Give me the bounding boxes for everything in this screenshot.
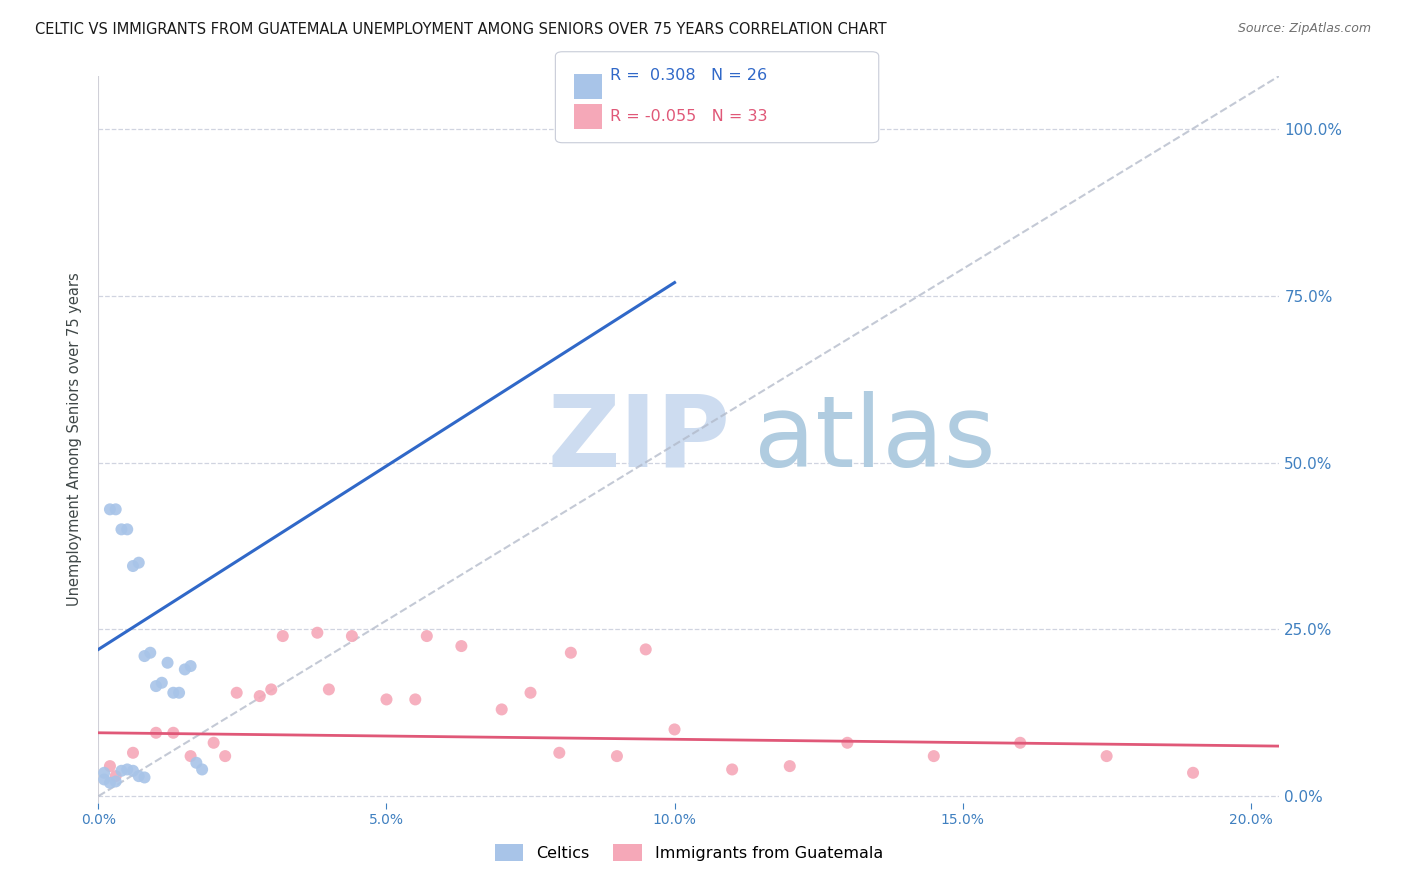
Point	[98, 776, 121, 790]
Point	[134, 771, 156, 785]
Point	[307, 625, 329, 640]
Point	[139, 646, 162, 660]
Point	[318, 682, 340, 697]
Point	[340, 629, 363, 643]
Point	[115, 522, 138, 536]
Y-axis label: Unemployment Among Seniors over 75 years: Unemployment Among Seniors over 75 years	[67, 272, 83, 607]
Point	[416, 629, 439, 643]
Point	[156, 656, 179, 670]
Point	[180, 659, 202, 673]
Point	[98, 759, 121, 773]
Point	[721, 763, 744, 777]
Point	[122, 746, 145, 760]
Text: Source: ZipAtlas.com: Source: ZipAtlas.com	[1237, 22, 1371, 36]
Point	[173, 662, 195, 676]
Point	[664, 723, 686, 737]
Point	[214, 749, 236, 764]
Point	[450, 639, 472, 653]
Point	[491, 702, 513, 716]
Point	[375, 692, 398, 706]
Text: R =  0.308   N = 26: R = 0.308 N = 26	[610, 69, 768, 83]
Point	[104, 774, 127, 789]
Point	[145, 725, 167, 739]
Point	[1010, 736, 1032, 750]
Point	[104, 769, 127, 783]
Point	[167, 686, 190, 700]
Point	[98, 502, 121, 516]
Point	[122, 764, 145, 778]
Point	[1182, 765, 1205, 780]
Point	[134, 649, 156, 664]
Legend: Celtics, Immigrants from Guatemala: Celtics, Immigrants from Guatemala	[488, 838, 890, 868]
Point	[162, 725, 184, 739]
Point	[606, 749, 628, 764]
Point	[191, 763, 214, 777]
Point	[93, 765, 115, 780]
Text: R = -0.055   N = 33: R = -0.055 N = 33	[610, 110, 768, 124]
Point	[110, 522, 132, 536]
Point	[93, 772, 115, 787]
Point	[186, 756, 208, 770]
Text: atlas: atlas	[754, 391, 995, 488]
Point	[104, 502, 127, 516]
Point	[115, 763, 138, 777]
Point	[548, 746, 571, 760]
Point	[128, 769, 150, 783]
Point	[110, 764, 132, 778]
Point	[202, 736, 225, 750]
Point	[249, 689, 271, 703]
Point	[519, 686, 541, 700]
Point	[162, 686, 184, 700]
Point	[145, 679, 167, 693]
Point	[260, 682, 283, 697]
Text: ZIP: ZIP	[547, 391, 730, 488]
Point	[837, 736, 859, 750]
Point	[122, 559, 145, 574]
Point	[404, 692, 426, 706]
Point	[634, 642, 657, 657]
Point	[271, 629, 294, 643]
Point	[150, 675, 173, 690]
Text: CELTIC VS IMMIGRANTS FROM GUATEMALA UNEMPLOYMENT AMONG SENIORS OVER 75 YEARS COR: CELTIC VS IMMIGRANTS FROM GUATEMALA UNEM…	[35, 22, 887, 37]
Point	[128, 556, 150, 570]
Point	[1095, 749, 1118, 764]
Point	[922, 749, 945, 764]
Point	[225, 686, 247, 700]
Point	[560, 646, 582, 660]
Point	[779, 759, 801, 773]
Point	[180, 749, 202, 764]
